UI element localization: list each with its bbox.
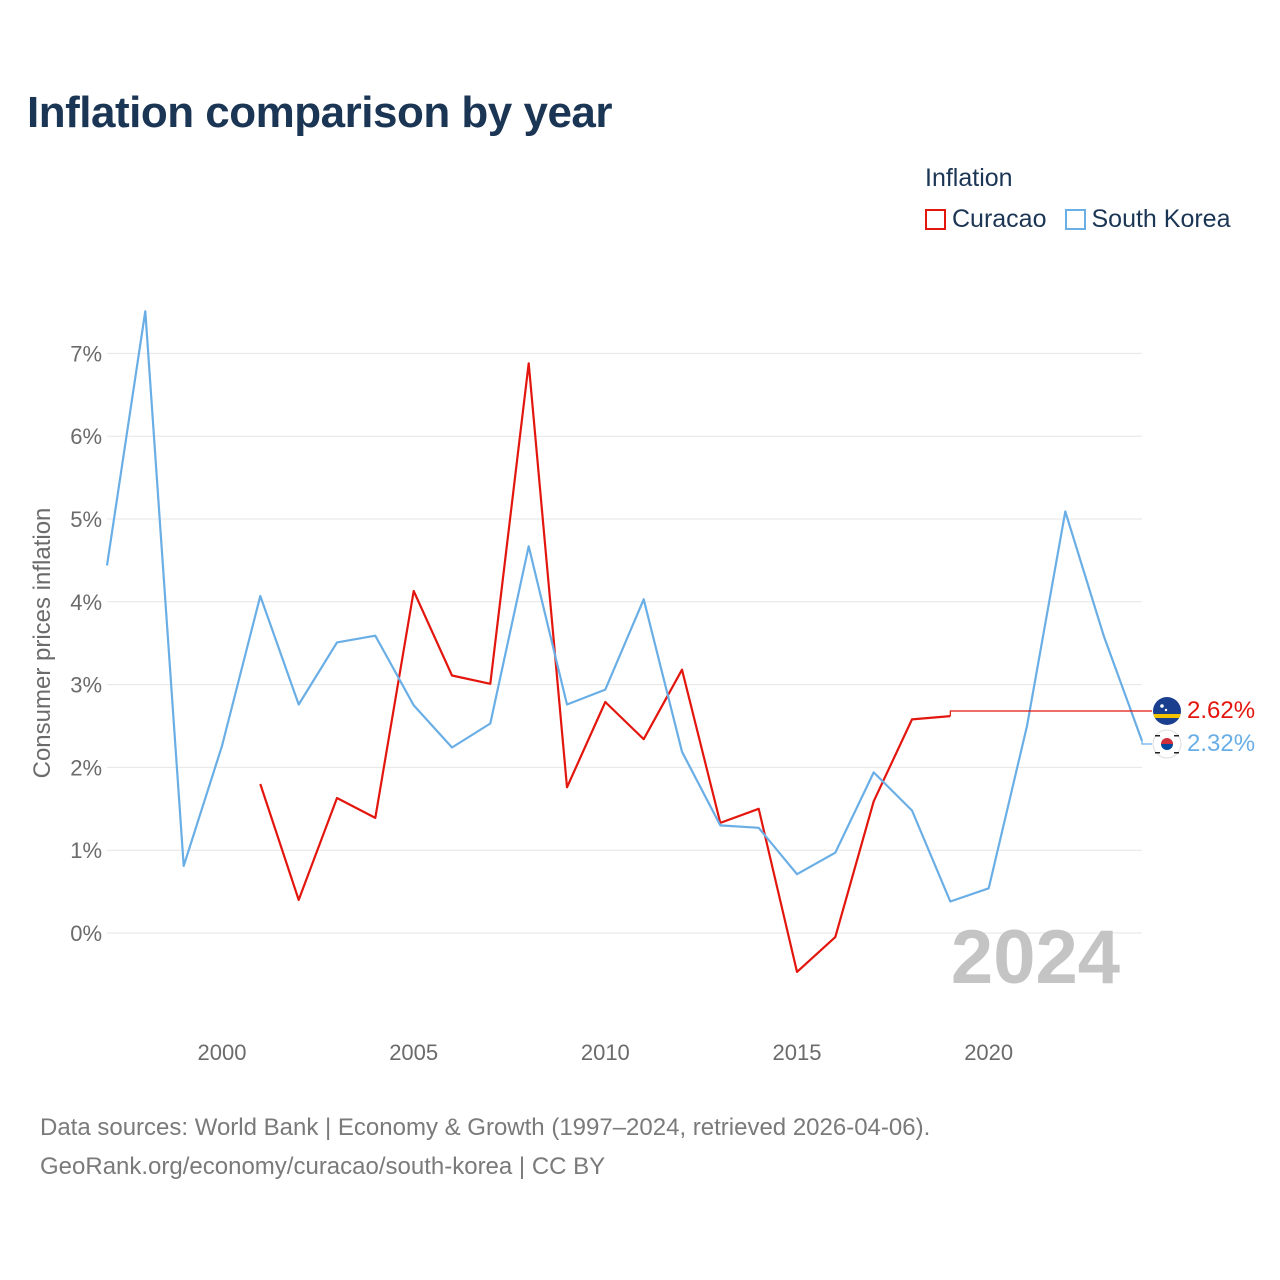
- curacao-flag-icon: [1153, 697, 1181, 725]
- legend-label-south-korea: South Korea: [1091, 205, 1231, 233]
- data-source-text: Data sources: World Bank | Economy & Gro…: [40, 1114, 931, 1141]
- south-korea-end-connector: [1141, 740, 1152, 745]
- legend: Curacao South Korea: [925, 205, 1249, 234]
- y-tick-label: 4%: [70, 590, 102, 615]
- current-year-watermark: 2024: [951, 915, 1120, 1000]
- x-tick-label: 2000: [198, 1040, 247, 1065]
- x-tick-label: 2005: [389, 1040, 438, 1065]
- x-axis-ticks: 2000 2005 2010 2015 2020: [198, 1040, 1014, 1065]
- chart-title: Inflation comparison by year: [27, 88, 613, 137]
- legend-label-curacao: Curacao: [952, 205, 1047, 233]
- legend-swatch-south-korea: [1064, 209, 1086, 230]
- legend-item-curacao[interactable]: Curacao: [925, 205, 1047, 234]
- legend-swatch-curacao: [925, 209, 946, 230]
- series-lines: [105, 310, 1144, 974]
- curacao-series-line: [259, 362, 951, 974]
- y-tick-label: 1%: [70, 838, 102, 863]
- footer: Data sources: World Bank | Economy & Gro…: [40, 1108, 930, 1186]
- y-axis-ticks: 0% 1% 2% 3% 4% 5% 6% 7%: [70, 341, 102, 946]
- x-tick-label: 2015: [773, 1040, 822, 1065]
- south-korea-flag-icon: [1152, 729, 1182, 759]
- y-tick-label: 7%: [70, 341, 102, 366]
- grid-lines: [107, 352, 1142, 934]
- south-korea-end-label: 2.32%: [1187, 730, 1255, 757]
- y-tick-label: 0%: [70, 921, 102, 946]
- legend-item-south-korea[interactable]: South Korea: [1064, 205, 1231, 234]
- curacao-end-connector: [949, 710, 1152, 717]
- y-tick-label: 3%: [70, 673, 102, 698]
- x-tick-label: 2020: [964, 1040, 1013, 1065]
- y-tick-label: 2%: [70, 755, 102, 780]
- legend-title: Inflation: [925, 164, 1013, 192]
- y-tick-label: 5%: [70, 507, 102, 532]
- curacao-end-label: 2.62%: [1187, 697, 1255, 724]
- y-tick-label: 6%: [70, 424, 102, 449]
- x-tick-label: 2010: [581, 1040, 630, 1065]
- south-korea-series-line: [105, 310, 1144, 903]
- y-axis-label: Consumer prices inflation: [29, 508, 56, 779]
- source-link[interactable]: GeoRank.org/economy/curacao/south-korea …: [40, 1153, 606, 1180]
